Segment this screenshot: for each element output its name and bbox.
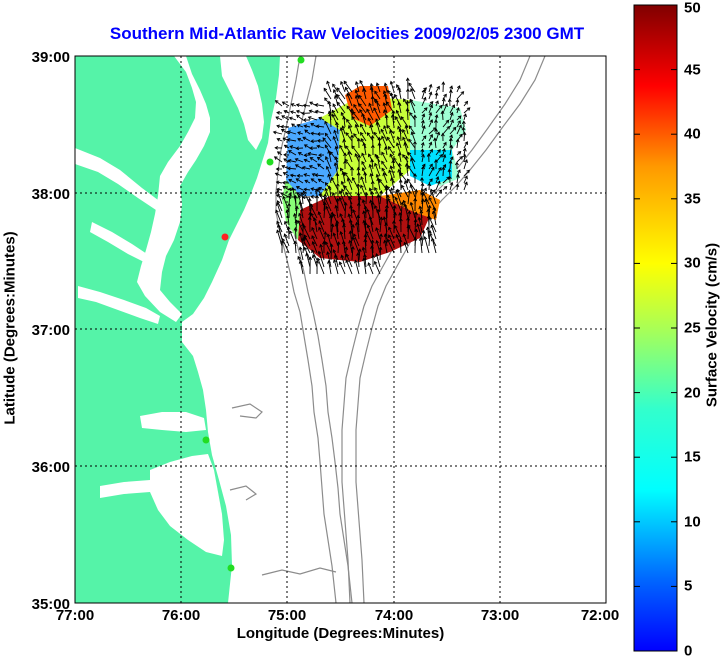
colorbar-tick-label: 5: [684, 578, 692, 595]
colorbar-tick-label: 15: [684, 449, 701, 466]
colorbar-tick-label: 35: [684, 191, 701, 208]
colorbar: [634, 5, 677, 651]
x-tick-label: 76:00: [162, 607, 200, 624]
y-axis-label: Latitude (Degrees:Minutes): [2, 231, 19, 424]
velocity-arrow: [366, 193, 367, 204]
radar-station: [298, 57, 305, 64]
x-tick-label: 74:00: [375, 607, 413, 624]
y-tick-label: 37:00: [32, 322, 70, 339]
colorbar-label: Surface Velocity (cm/s): [704, 243, 721, 407]
colorbar-tick-label: 25: [684, 320, 701, 337]
velocity-arrow: [366, 206, 367, 218]
velocity-arrow: [407, 109, 408, 120]
radar-station: [228, 565, 235, 572]
y-tick-label: 38:00: [32, 186, 70, 203]
x-tick-label: 72:00: [581, 607, 619, 624]
x-tick-labels: 77:00 76:00 75:00 74:00 73:00 72:00: [56, 607, 619, 624]
velocity-arrow: [331, 244, 332, 260]
y-tick-label: 39:00: [32, 49, 70, 66]
y-tick-label: 36:00: [32, 459, 70, 476]
radar-station: [267, 159, 274, 166]
colorbar-tick-label: 50: [684, 0, 701, 17]
colorbar-tick-label: 45: [684, 62, 701, 79]
colorbar-tick-label: 0: [684, 643, 692, 660]
x-axis-label: Longitude (Degrees:Minutes): [75, 625, 606, 642]
colorbar-tick-label: 30: [684, 255, 701, 272]
colorbar-tick-label: 20: [684, 385, 701, 402]
velocity-arrow: [380, 247, 381, 260]
radar-station: [222, 234, 229, 241]
velocity-arrow: [295, 228, 296, 239]
velocity-arrow: [408, 226, 409, 240]
x-tick-label: 73:00: [481, 607, 519, 624]
y-tick-label: 35:00: [32, 596, 70, 613]
colorbar-tick-label: 10: [684, 514, 701, 531]
colorbar-tick-label: 40: [684, 126, 701, 143]
y-tick-labels: 39:00 38:00 37:00 36:00 35:00: [32, 49, 70, 613]
x-tick-label: 75:00: [268, 607, 306, 624]
radar-station: [203, 437, 210, 444]
velocity-arrow: [373, 96, 374, 106]
